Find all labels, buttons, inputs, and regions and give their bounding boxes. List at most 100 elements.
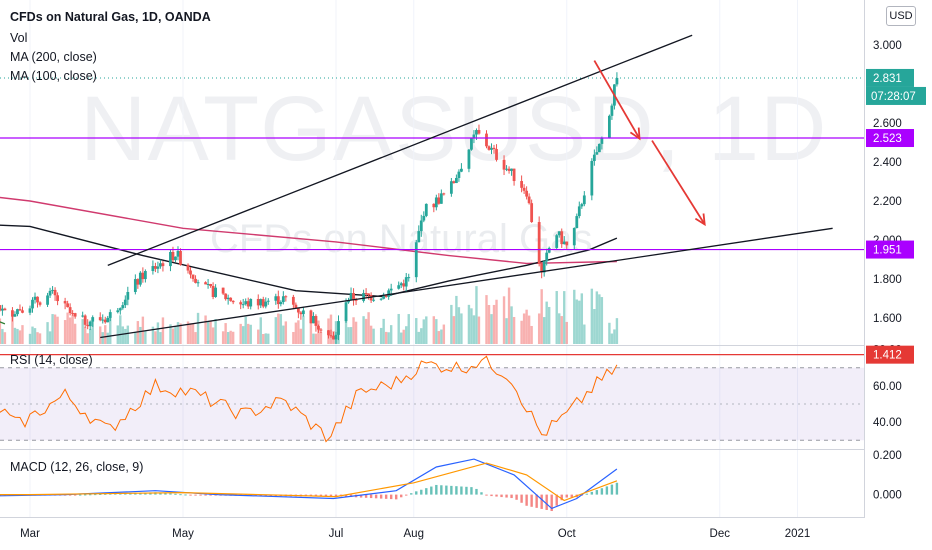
macd-histogram-bar <box>600 488 604 495</box>
candle-body <box>510 168 513 171</box>
candle-body <box>309 310 313 324</box>
candle-body <box>1 308 4 311</box>
price-tags: 2.831 07:28:07 2.523 1.951 1.412 <box>866 68 926 364</box>
volume-bar <box>267 333 270 344</box>
volume-bar <box>68 317 72 344</box>
volume-bar <box>610 333 614 344</box>
candle-body <box>505 168 508 170</box>
candle-body <box>261 299 265 307</box>
candle-body <box>597 143 601 153</box>
volume-bar <box>537 313 541 344</box>
volume-bar <box>88 328 92 344</box>
candle-body <box>214 287 218 297</box>
candle-body <box>296 308 300 313</box>
candle-body <box>299 312 303 315</box>
volume-bar <box>384 331 388 344</box>
macd-histogram-bar <box>199 494 202 496</box>
volume-bar <box>575 299 578 344</box>
candle-body <box>16 309 19 315</box>
candle-body <box>136 279 140 285</box>
volume-bar <box>490 314 493 344</box>
time-tick-label: Mar <box>20 528 40 540</box>
candle-body <box>38 302 42 305</box>
volume-bar <box>241 326 245 344</box>
time-tick-label: Jul <box>329 528 344 540</box>
volume-bar <box>81 319 84 344</box>
macd-pane[interactable] <box>0 458 619 512</box>
volume-bar <box>565 321 568 344</box>
candles[interactable] <box>0 72 619 344</box>
candle-body <box>116 310 120 313</box>
macd-histogram-bar <box>585 493 589 495</box>
volume-bar <box>126 325 130 344</box>
candle-body <box>379 298 383 300</box>
candle-body <box>0 305 2 311</box>
volume-bar <box>407 314 410 344</box>
volume-bar <box>179 323 182 344</box>
volume-bar <box>176 322 180 344</box>
symbol-watermark: NATGASUSD, 1D CFDs on Natural Gas <box>80 78 826 261</box>
legend-rsi[interactable]: RSI (14, close) <box>10 353 93 367</box>
price-tag-background <box>866 129 914 148</box>
macd-histogram-bar <box>560 494 563 501</box>
candle-body <box>194 278 197 283</box>
macd-histogram-bar <box>530 494 533 507</box>
candle-body <box>407 277 411 279</box>
volume-bar <box>540 289 543 344</box>
legend-ma200[interactable]: MA (200, close) <box>10 50 97 64</box>
macd-histogram-bar <box>169 493 172 495</box>
macd-histogram-bar <box>500 494 503 498</box>
rsi-pane[interactable] <box>0 355 864 443</box>
candle-body <box>226 297 230 300</box>
candle-body <box>169 251 172 267</box>
time-axis[interactable]: Mar May Jul Aug Oct Dec 2021 <box>20 528 810 540</box>
candle-body <box>547 247 551 253</box>
candle-body <box>21 310 24 313</box>
candle-body <box>477 130 481 134</box>
candle-body <box>106 317 110 323</box>
price-tick-label: 1.800 <box>873 274 902 286</box>
macd-histogram-bar <box>565 494 568 498</box>
macd-histogram-bar <box>179 494 182 496</box>
trendlines[interactable] <box>0 34 833 339</box>
candle-body <box>397 285 401 289</box>
currency-button[interactable]: USD <box>886 6 916 26</box>
volume-bar <box>422 319 425 344</box>
forecast-arrow <box>593 60 641 140</box>
volume-bar <box>520 320 523 344</box>
volume-bar <box>329 314 333 344</box>
legend-volume[interactable]: Vol <box>10 31 28 45</box>
macd-histogram-bar <box>430 486 433 495</box>
volume-bar <box>104 325 107 344</box>
candle-body <box>347 300 350 303</box>
candle-body <box>387 290 391 297</box>
macd-histogram-bar <box>440 485 443 495</box>
candle-body <box>422 215 426 221</box>
volume-bar <box>46 322 49 344</box>
candle-body <box>577 206 581 217</box>
macd-histogram-bar <box>470 487 473 495</box>
volume-bar <box>231 331 235 344</box>
price-tag-label: 1.951 <box>873 245 902 257</box>
volume-bar <box>66 312 69 344</box>
forecast-arrows[interactable] <box>593 60 706 227</box>
candle-body <box>138 272 142 285</box>
volume-bar <box>56 316 59 344</box>
macd-histogram-bar <box>209 494 212 496</box>
volume-bar <box>425 316 428 344</box>
candle-body <box>18 309 22 311</box>
legend-ma100[interactable]: MA (100, close) <box>10 69 97 83</box>
candle-body <box>259 299 263 306</box>
macd-histogram-bar <box>550 494 553 512</box>
price-tag-background <box>866 68 914 87</box>
volume-bar <box>507 287 511 344</box>
candle-body <box>317 325 320 330</box>
legend-macd[interactable]: MACD (12, 26, close, 9) <box>10 460 144 474</box>
volume-bar <box>214 319 217 344</box>
volume-bar <box>547 306 551 344</box>
volume-bar <box>598 294 601 344</box>
candle-body <box>502 159 506 170</box>
candle-body <box>349 293 353 301</box>
macd-histogram-bar <box>615 482 619 495</box>
